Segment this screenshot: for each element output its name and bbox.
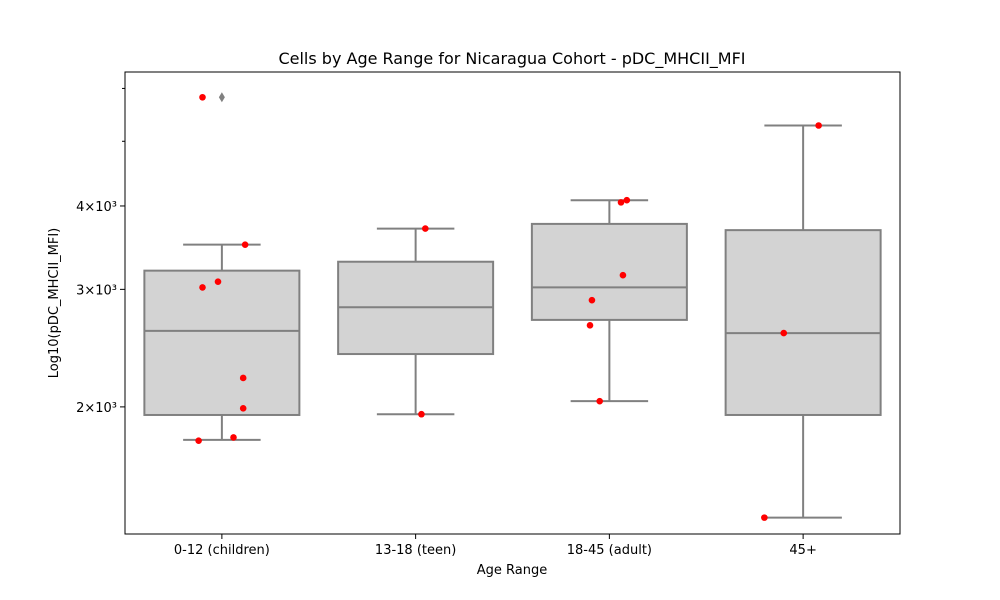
- y-tick-label: 3×10³: [76, 283, 117, 298]
- data-point: [586, 322, 594, 329]
- points-layer: [195, 93, 822, 521]
- plot-area-frame: [124, 71, 901, 535]
- data-point: [588, 296, 596, 304]
- data-point: [619, 271, 627, 279]
- x-tick-label: 18-45 (adult): [567, 543, 652, 558]
- boxes-layer: [143, 92, 882, 519]
- data-point: [418, 410, 425, 418]
- data-point: [815, 122, 822, 129]
- box-iqr: [530, 222, 688, 321]
- y-tick-label: 2×10³: [76, 401, 117, 416]
- box-2: [530, 199, 688, 403]
- x-axis: 0-12 (children) 13-18 (teen) 18-45 (adult)…: [174, 534, 817, 558]
- x-tick-label: 0-12 (children): [174, 543, 270, 558]
- data-point: [195, 437, 202, 444]
- y-tick-label: 4×10³: [76, 200, 117, 215]
- box-iqr: [724, 229, 882, 416]
- data-point: [596, 397, 603, 405]
- box-1: [337, 227, 495, 416]
- data-point: [761, 514, 768, 521]
- data-point: [199, 93, 206, 101]
- data-point: [780, 329, 788, 337]
- y-axis: 2×10³ 3×10³ 4×10³: [76, 87, 125, 416]
- data-point: [239, 405, 247, 412]
- chart-title: Cells by Age Range for Nicaragua Cohort …: [278, 49, 745, 69]
- data-point: [230, 434, 237, 441]
- data-point: [617, 199, 625, 206]
- x-tick-label: 45+: [789, 543, 816, 558]
- data-point: [239, 374, 247, 382]
- box-iqr: [143, 269, 301, 416]
- data-point: [241, 241, 249, 248]
- x-tick-label: 13-18 (teen): [375, 543, 456, 558]
- x-axis-label: Age Range: [477, 563, 547, 578]
- data-point: [422, 225, 429, 232]
- data-point: [214, 278, 222, 286]
- y-axis-label: Log10(pDC_MHCII_MFI): [47, 228, 62, 379]
- data-point: [199, 284, 206, 291]
- box-3: [724, 124, 882, 519]
- outlier-marker: [218, 92, 225, 103]
- data-point: [623, 196, 631, 204]
